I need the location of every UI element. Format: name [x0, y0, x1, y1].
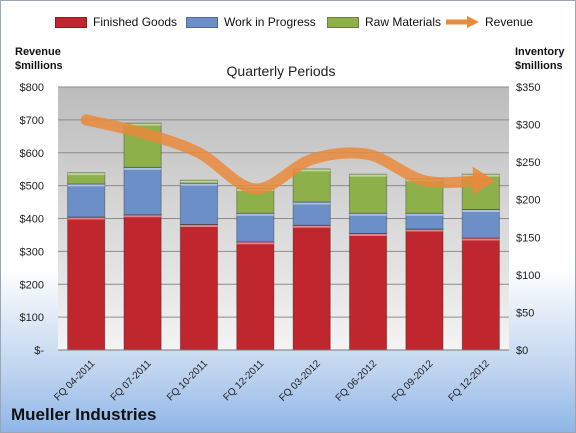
- right-axis-tick-label: $300: [516, 120, 540, 132]
- legend-item-raw-materials: Raw Materials: [327, 15, 441, 29]
- arrow-icon: [446, 16, 479, 28]
- bar-work-in-progress: [123, 166, 162, 216]
- right-axis-tick-label: $0: [516, 345, 528, 357]
- left-axis-tick-label: $200: [20, 279, 44, 291]
- legend-swatch-work-in-progress: [186, 16, 218, 28]
- legend: Finished Goods Work in Progress Raw Mate…: [1, 15, 575, 35]
- right-axis-tick-label: $50: [516, 307, 534, 319]
- bar-work-in-progress: [461, 208, 500, 239]
- x-axis-tick-label: FQ 09-2012: [390, 358, 436, 404]
- bar-finished-goods: [461, 237, 500, 351]
- left-axis-tick-label: $-: [34, 345, 44, 357]
- revenue-line: [80, 114, 487, 195]
- bar-finished-goods: [236, 241, 275, 351]
- bar-work-in-progress: [67, 183, 106, 218]
- legend-label-revenue: Revenue: [485, 15, 534, 29]
- bar-raw-materials: [348, 173, 388, 214]
- right-axis-tick-label: $150: [516, 232, 540, 244]
- bar-raw-materials: [67, 172, 106, 185]
- legend-label-raw-materials: Raw Materials: [365, 15, 442, 29]
- x-axis-tick-label: FQ 07-2011: [109, 358, 154, 403]
- bar-work-in-progress: [236, 212, 275, 243]
- legend-item-finished-goods: Finished Goods: [55, 15, 177, 29]
- left-axis-tick-label: $400: [20, 214, 44, 226]
- right-axis-tick-label: $350: [516, 82, 540, 94]
- right-axis-tick-label: $200: [516, 195, 540, 207]
- bar-raw-materials: [179, 179, 219, 184]
- legend-swatch-finished-goods: [55, 16, 87, 28]
- left-axis-tick-label: $600: [20, 148, 44, 160]
- bar-finished-goods: [292, 224, 331, 351]
- x-axis-tick-label: FQ 12-2011: [221, 358, 266, 403]
- revenue-arrowhead: [472, 166, 495, 195]
- right-axis-title: Inventory $millions: [515, 46, 565, 72]
- bar-finished-goods: [67, 216, 106, 351]
- legend-item-work-in-progress: Work in Progress: [186, 15, 316, 29]
- chart-title: Quarterly Periods: [226, 63, 336, 79]
- left-axis-title: Revenue $millions: [15, 46, 63, 72]
- right-axis-tick-label: $250: [516, 157, 540, 169]
- x-axis-tick-label: FQ 04-2011: [52, 358, 97, 403]
- legend-item-revenue: Revenue: [445, 15, 533, 29]
- left-axis-tick-label: $300: [20, 246, 44, 258]
- bar-finished-goods: [405, 228, 444, 351]
- legend-swatch-raw-materials: [327, 16, 359, 28]
- left-axis-tick-label: $800: [20, 82, 44, 94]
- bar-finished-goods: [179, 224, 219, 351]
- bar-raw-materials: [292, 168, 331, 203]
- bar-finished-goods: [348, 233, 388, 351]
- x-axis-tick-label: FQ 03-2012: [277, 358, 323, 404]
- bar-work-in-progress: [348, 212, 388, 235]
- left-axis-tick-label: $700: [20, 115, 44, 127]
- bar-work-in-progress: [179, 182, 219, 226]
- left-axis-tick-label: $100: [20, 312, 44, 324]
- left-axis-tick-label: $500: [20, 181, 44, 193]
- legend-label-finished-goods: Finished Goods: [93, 15, 178, 29]
- bar-work-in-progress: [292, 201, 331, 226]
- legend-label-work-in-progress: Work in Progress: [224, 15, 316, 29]
- x-axis-tick-label: FQ 12-2012: [446, 358, 492, 404]
- bar-finished-goods: [123, 214, 162, 351]
- company-name: Mueller Industries: [11, 405, 157, 424]
- x-axis-tick-label: FQ 10-2011: [165, 358, 210, 403]
- x-axis-tick-label: FQ 06-2012: [334, 358, 380, 404]
- right-axis-tick-label: $100: [516, 270, 540, 282]
